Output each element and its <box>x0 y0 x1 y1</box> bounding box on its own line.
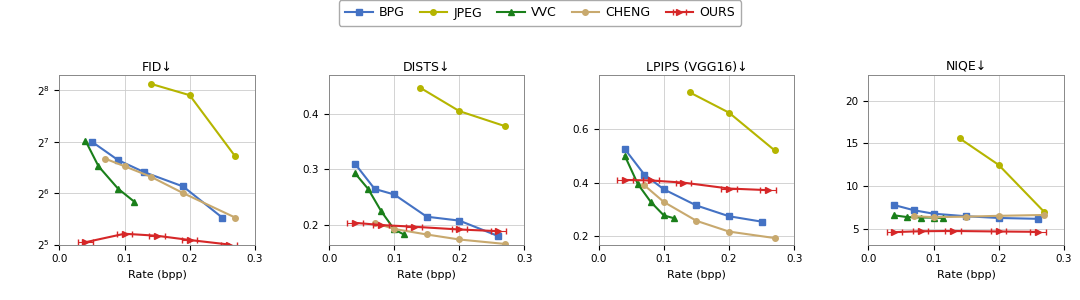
BPG <box>491 234 504 238</box>
JPEG <box>1038 210 1051 214</box>
Line: VVC: VVC <box>83 138 137 205</box>
JPEG <box>723 111 735 115</box>
VVC <box>362 187 375 191</box>
CHENG <box>658 200 671 204</box>
VVC <box>79 139 92 142</box>
BPG <box>658 188 671 191</box>
CHENG <box>118 164 131 168</box>
CHENG <box>927 215 940 219</box>
CHENG <box>177 191 190 195</box>
CHENG <box>453 238 465 241</box>
BPG <box>349 162 362 166</box>
BPG <box>111 158 124 162</box>
X-axis label: Rate (bpp): Rate (bpp) <box>127 270 187 280</box>
Line: JPEG: JPEG <box>148 81 238 159</box>
BPG <box>216 216 229 219</box>
CHENG <box>1038 213 1051 217</box>
JPEG <box>684 91 697 94</box>
CHENG <box>690 219 703 223</box>
JPEG <box>954 136 967 140</box>
BPG <box>420 215 433 218</box>
CHENG <box>768 236 781 240</box>
Line: BPG: BPG <box>892 202 1040 222</box>
JPEG <box>768 148 781 152</box>
Line: BPG: BPG <box>352 161 501 239</box>
Line: VVC: VVC <box>622 153 676 221</box>
CHENG <box>907 214 920 218</box>
CHENG <box>723 230 735 233</box>
Line: JPEG: JPEG <box>687 90 778 153</box>
Line: VVC: VVC <box>892 213 946 221</box>
JPEG <box>184 93 197 97</box>
VVC <box>632 182 645 186</box>
VVC <box>658 214 671 217</box>
JPEG <box>144 82 157 85</box>
CHENG <box>368 221 381 225</box>
BPG <box>927 212 940 215</box>
VVC <box>936 216 949 220</box>
Line: CHENG: CHENG <box>103 156 238 220</box>
VVC <box>888 214 901 217</box>
BPG <box>723 214 735 218</box>
Line: JPEG: JPEG <box>418 85 508 129</box>
BPG <box>888 203 901 207</box>
BPG <box>177 185 190 188</box>
BPG <box>690 204 703 207</box>
Line: JPEG: JPEG <box>957 136 1047 215</box>
Line: CHENG: CHENG <box>912 212 1047 220</box>
BPG <box>960 214 973 218</box>
Legend: BPG, JPEG, VVC, CHENG, OURS: BPG, JPEG, VVC, CHENG, OURS <box>339 0 741 26</box>
JPEG <box>993 163 1005 167</box>
VVC <box>388 228 401 231</box>
BPG <box>1031 217 1044 220</box>
JPEG <box>229 155 242 158</box>
Title: LPIPS (VGG16)↓: LPIPS (VGG16)↓ <box>646 61 747 74</box>
Line: BPG: BPG <box>622 146 765 224</box>
CHENG <box>98 157 111 160</box>
BPG <box>368 187 381 191</box>
BPG <box>453 219 465 222</box>
JPEG <box>414 86 427 90</box>
CHENG <box>420 233 433 236</box>
VVC <box>111 187 124 190</box>
CHENG <box>993 214 1005 217</box>
VVC <box>645 200 658 204</box>
VVC <box>127 200 140 203</box>
CHENG <box>388 227 401 231</box>
X-axis label: Rate (bpp): Rate (bpp) <box>397 270 456 280</box>
JPEG <box>499 124 512 128</box>
Line: CHENG: CHENG <box>642 182 778 241</box>
BPG <box>755 220 768 224</box>
VVC <box>92 164 105 168</box>
CHENG <box>960 215 973 218</box>
Title: NIQE↓: NIQE↓ <box>945 61 987 74</box>
CHENG <box>229 216 242 219</box>
VVC <box>927 216 940 219</box>
VVC <box>397 233 410 236</box>
Line: VVC: VVC <box>352 171 407 237</box>
BPG <box>993 216 1005 220</box>
VVC <box>667 216 680 220</box>
BPG <box>619 147 632 151</box>
CHENG <box>144 175 157 178</box>
BPG <box>388 193 401 196</box>
JPEG <box>453 109 465 113</box>
Line: CHENG: CHENG <box>372 220 508 247</box>
Line: BPG: BPG <box>90 139 225 220</box>
VVC <box>349 172 362 175</box>
X-axis label: Rate (bpp): Rate (bpp) <box>667 270 726 280</box>
BPG <box>137 170 150 174</box>
BPG <box>85 140 98 144</box>
VVC <box>914 216 927 219</box>
VVC <box>375 209 388 213</box>
BPG <box>907 208 920 212</box>
CHENG <box>499 242 512 246</box>
BPG <box>638 173 651 176</box>
Title: DISTS↓: DISTS↓ <box>403 61 450 74</box>
VVC <box>619 154 632 158</box>
CHENG <box>638 184 651 187</box>
VVC <box>901 215 914 219</box>
Title: FID↓: FID↓ <box>141 61 173 74</box>
X-axis label: Rate (bpp): Rate (bpp) <box>936 270 996 280</box>
